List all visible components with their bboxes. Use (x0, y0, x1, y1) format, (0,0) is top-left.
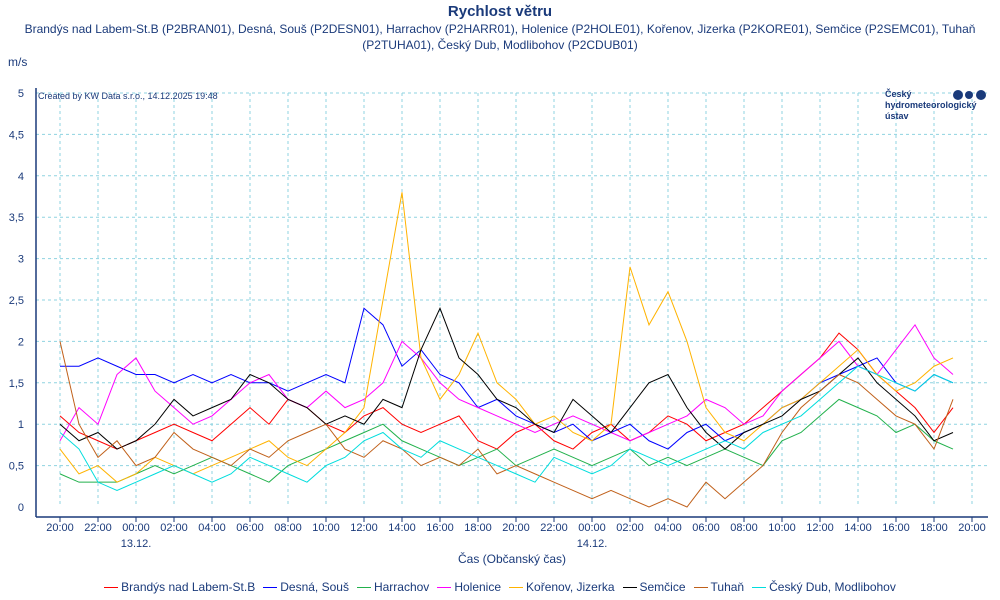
y-tick-label: 3 (18, 254, 24, 266)
legend-label: Brandýs nad Labem-St.B (121, 580, 256, 594)
logo-line-3: ústav (885, 111, 909, 121)
x-tick-label: 20:00 (502, 522, 530, 534)
legend-swatch (693, 587, 708, 589)
x-tick-label: 10:00 (312, 522, 340, 534)
chart-title: Rychlost větru (447, 3, 553, 20)
x-tick-label: 18:00 (464, 522, 492, 534)
x-tick-label: 20:00 (958, 522, 986, 534)
series-line-harrachov (59, 398, 954, 483)
series-line-sem-ice (59, 306, 954, 450)
date-label: 14.12. (577, 538, 608, 550)
x-tick-label: 00:00 (122, 522, 150, 534)
legend-label: Kořenov, Jizerka (526, 580, 615, 594)
x-tick-label: 08:00 (274, 522, 302, 534)
x-tick-label: 00:00 (578, 522, 606, 534)
logo-circle (965, 91, 973, 99)
x-axis-label: Čas (Občanský čas) (458, 551, 566, 566)
x-tick-label: 20:00 (46, 522, 74, 534)
x-tick-label: 22:00 (84, 522, 112, 534)
chart-subtitle: Brandýs nad Labem-St.B (P2BRAN01), Desná… (24, 22, 976, 52)
legend-label: Holenice (454, 580, 502, 594)
legend-swatch (437, 587, 452, 589)
x-tick-label: 22:00 (540, 522, 568, 534)
x-tick-label: 10:00 (768, 522, 796, 534)
x-tick-label: 14:00 (844, 522, 872, 534)
legend-item[interactable]: Tuhaň (693, 580, 745, 594)
x-tick-label: 12:00 (806, 522, 834, 534)
series-line--esk-dub-modlibohov (59, 365, 954, 491)
legend-item[interactable]: Brandýs nad Labem-St.B (104, 580, 255, 594)
legend-item[interactable]: Český Dub, Modlibohov (752, 580, 896, 594)
y-axis-label: m/s (8, 55, 27, 69)
legend-swatch (752, 587, 767, 589)
legend-item[interactable]: Desná, Souš (263, 580, 349, 594)
x-tick-label: 02:00 (160, 522, 188, 534)
legend-label: Český Dub, Modlibohov (769, 580, 896, 594)
legend-label: Semčice (639, 580, 686, 594)
x-tick-label: 08:00 (730, 522, 758, 534)
legend-swatch (509, 587, 524, 589)
y-tick-label: 4,5 (9, 129, 24, 141)
logo-line-2: hydrometeorologický (885, 100, 977, 110)
logo-circle (953, 90, 963, 100)
y-tick-label: 1,5 (9, 378, 24, 390)
x-tick-label: 02:00 (616, 522, 644, 534)
legend-item[interactable]: Semčice (622, 580, 686, 594)
y-tick-label: 3,5 (9, 212, 24, 224)
series-line-ko-enov-jizerka (59, 192, 954, 483)
logo-line-1: Český (885, 89, 912, 99)
chmi-logo: Český hydrometeorologický ústav (885, 89, 977, 122)
legend-item[interactable]: Harrachov (356, 580, 430, 594)
x-tick-label: 06:00 (236, 522, 264, 534)
y-tick-label: 0 (18, 502, 24, 514)
y-tick-label: 1 (18, 419, 24, 431)
legend-swatch (622, 587, 637, 589)
chart-legend: Brandýs nad Labem-St.B Desná, Souš Harrach… (0, 580, 1000, 594)
legend-label: Desná, Souš (280, 580, 349, 594)
x-tick-label: 06:00 (692, 522, 720, 534)
legend-label: Harrachov (373, 580, 430, 594)
y-tick-label: 2 (18, 336, 24, 348)
series-line-desn-sou- (60, 307, 954, 450)
y-tick-label: 5 (18, 88, 24, 100)
legend-label: Tuhaň (710, 580, 745, 594)
date-label: 13.12. (121, 538, 152, 550)
legend-swatch (104, 587, 119, 589)
x-tick-label: 16:00 (882, 522, 910, 534)
x-tick-label: 04:00 (198, 522, 226, 534)
x-tick-label: 14:00 (388, 522, 416, 534)
credit-text: Created by KW Data s.r.o., 14.12.2025 19… (38, 91, 218, 101)
y-tick-label: 4 (18, 171, 24, 183)
logo-circle (976, 90, 986, 100)
x-tick-label: 04:00 (654, 522, 682, 534)
x-tick-label: 12:00 (350, 522, 378, 534)
legend-swatch (263, 587, 278, 589)
legend-item[interactable]: Kořenov, Jizerka (509, 580, 615, 594)
x-tick-label: 18:00 (920, 522, 948, 534)
y-tick-label: 0,5 (9, 461, 24, 473)
y-tick-label: 2,5 (9, 295, 24, 307)
x-tick-label: 16:00 (426, 522, 454, 534)
legend-swatch (356, 587, 371, 589)
series-line-holenice (59, 323, 954, 442)
legend-item[interactable]: Holenice (437, 580, 501, 594)
